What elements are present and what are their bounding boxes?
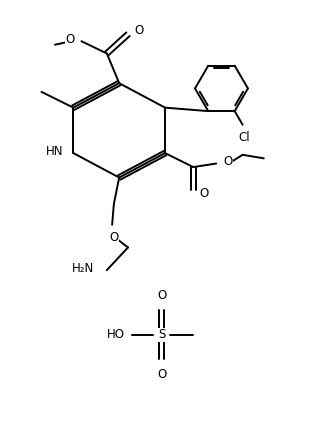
Text: O: O [66, 33, 75, 46]
Text: O: O [157, 368, 166, 381]
Text: O: O [157, 289, 166, 302]
Text: Cl: Cl [239, 131, 250, 144]
Text: O: O [223, 155, 233, 168]
Text: HN: HN [46, 145, 63, 158]
Text: H₂N: H₂N [72, 262, 95, 275]
Text: O: O [134, 23, 144, 37]
Text: O: O [200, 187, 209, 200]
Text: O: O [109, 231, 119, 244]
Text: S: S [158, 329, 165, 341]
Text: HO: HO [107, 329, 124, 341]
